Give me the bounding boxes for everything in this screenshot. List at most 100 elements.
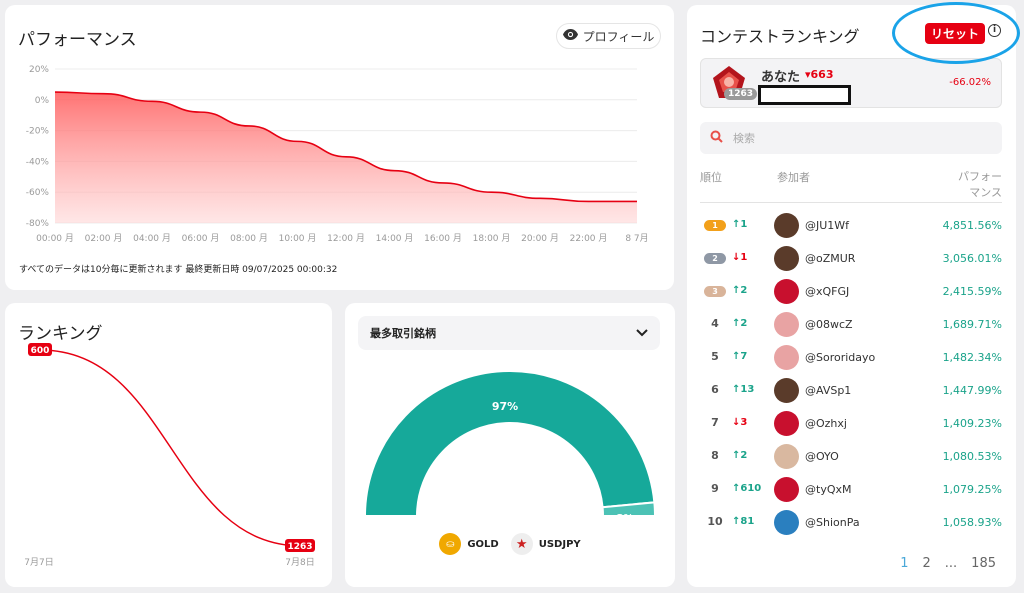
chevron-down-icon bbox=[636, 327, 648, 340]
performance-chart: 20% 0% -20% -40% -60% -80% 00:00 月 02:00 月 04:00… bbox=[26, 65, 649, 244]
gauge-label-usdjpy: 3% bbox=[617, 513, 634, 524]
page-link[interactable]: 1 bbox=[900, 556, 909, 571]
table-row[interactable]: 2 ↓1 @oZMUR 3,056.01% bbox=[700, 241, 1002, 274]
rank-medal: 2 bbox=[704, 253, 726, 264]
profile-button[interactable]: プロフィール bbox=[556, 23, 661, 49]
avatar bbox=[774, 312, 799, 337]
y-tick-label: -40% bbox=[26, 157, 50, 167]
reset-button[interactable]: リセット bbox=[925, 23, 986, 44]
us-flag-icon: ★ bbox=[510, 533, 533, 555]
rank-number: 6 bbox=[711, 383, 719, 396]
gold-coin-icon: ⛀ bbox=[439, 533, 462, 555]
rank-medal: 3 bbox=[704, 286, 726, 297]
participant-performance: 3,056.01% bbox=[942, 252, 1002, 265]
y-tick-label: 20% bbox=[29, 65, 49, 75]
participant-performance: 1,079.25% bbox=[942, 483, 1002, 496]
rank-change: ↑2 bbox=[732, 450, 748, 461]
my-rank-badge: 1263 bbox=[724, 88, 758, 100]
participant-performance: 1,080.53% bbox=[942, 450, 1002, 463]
avatar bbox=[774, 279, 799, 304]
x-tick-label: 8 7月 bbox=[625, 233, 648, 244]
profile-button-label: プロフィール bbox=[582, 29, 655, 44]
y-tick-label: -60% bbox=[26, 188, 50, 198]
table-row[interactable]: 1 ↑1 @JU1Wf 4,851.56% bbox=[700, 208, 1002, 241]
avatar bbox=[774, 411, 799, 436]
rank-start-label: 600 bbox=[31, 346, 50, 356]
x-tick-label: 7月7日 bbox=[24, 557, 53, 568]
update-note: すべてのデータは10分毎に更新されます 最終更新日時 09/07/2025 00… bbox=[19, 265, 338, 275]
rank-change: ↑610 bbox=[732, 483, 762, 494]
participant-name[interactable]: @OYO bbox=[805, 450, 839, 463]
gauge-slice-gold bbox=[364, 370, 656, 517]
participant-performance: 1,409.23% bbox=[942, 417, 1002, 430]
page-link[interactable]: 185 bbox=[971, 556, 996, 571]
participant-name[interactable]: @oZMUR bbox=[805, 252, 856, 265]
rank-end-badge bbox=[285, 539, 315, 552]
page-ellipsis: ... bbox=[944, 556, 958, 571]
x-tick-label: 08:00 月 bbox=[230, 233, 268, 244]
top-traded-select[interactable]: 最多取引銘柄 bbox=[358, 316, 660, 350]
rank-change: ↓3 bbox=[732, 417, 748, 428]
table-row[interactable]: 5 ↑7 @Sororidayo 1,482.34% bbox=[700, 340, 1002, 373]
y-tick-label: -20% bbox=[26, 127, 50, 137]
rank-change: ↑1 bbox=[732, 219, 748, 230]
rank-number: 10 bbox=[707, 515, 723, 528]
x-tick-label: 10:00 月 bbox=[279, 233, 317, 244]
table-header: 順位 参加者 パフォー マンス bbox=[700, 169, 1002, 203]
performance-line bbox=[54, 91, 637, 203]
rank-medal: 1 bbox=[704, 220, 726, 231]
participant-name[interactable]: @Sororidayo bbox=[805, 351, 876, 364]
table-row[interactable]: 4 ↑2 @08wcZ 1,689.71% bbox=[700, 307, 1002, 340]
table-row[interactable]: 10 ↑81 @ShionPa 1,058.93% bbox=[700, 505, 1002, 538]
table-row[interactable]: 7 ↓3 @Ozhxj 1,409.23% bbox=[700, 406, 1002, 439]
participant-name[interactable]: @xQFGJ bbox=[805, 285, 850, 298]
rank-change: ↑7 bbox=[732, 351, 748, 362]
rank-change: ↑2 bbox=[732, 285, 748, 296]
participant-performance: 1,482.34% bbox=[942, 351, 1002, 364]
participant-name[interactable]: @Ozhxj bbox=[805, 417, 847, 430]
participant-performance: 1,689.71% bbox=[942, 318, 1002, 331]
rank-change: ↑13 bbox=[732, 384, 755, 395]
y-tick-label: 0% bbox=[35, 96, 50, 106]
table-row[interactable]: 3 ↑2 @xQFGJ 2,415.59% bbox=[700, 274, 1002, 307]
x-tick-label: 12:00 月 bbox=[327, 233, 365, 244]
participant-performance: 2,415.59% bbox=[942, 285, 1002, 298]
rank-number: 8 bbox=[711, 449, 719, 462]
redaction-box bbox=[758, 85, 851, 105]
avatar bbox=[774, 213, 799, 238]
x-tick-label: 14:00 月 bbox=[376, 233, 414, 244]
search-icon bbox=[710, 130, 723, 146]
participant-name[interactable]: @tyQxM bbox=[805, 483, 852, 496]
eye-icon bbox=[562, 29, 578, 43]
top-traded-select-label: 最多取引銘柄 bbox=[370, 327, 436, 340]
avatar bbox=[774, 444, 799, 469]
y-tick-label: -80% bbox=[26, 219, 50, 229]
participant-name[interactable]: @AVSp1 bbox=[805, 384, 852, 397]
table-row[interactable]: 8 ↑2 @OYO 1,080.53% bbox=[700, 439, 1002, 472]
x-tick-label: 02:00 月 bbox=[85, 233, 123, 244]
my-name: あなた bbox=[761, 70, 801, 85]
rank-number: 5 bbox=[711, 350, 719, 363]
ranking-line bbox=[39, 349, 303, 547]
rank-change: ↑81 bbox=[732, 516, 755, 527]
search-input[interactable] bbox=[733, 131, 973, 145]
participant-name[interactable]: @ShionPa bbox=[805, 516, 860, 529]
x-tick-label: 16:00 月 bbox=[424, 233, 462, 244]
column-header-participant: 参加者 bbox=[777, 171, 810, 184]
participant-performance: 1,447.99% bbox=[942, 384, 1002, 397]
participant-name[interactable]: @JU1Wf bbox=[805, 219, 850, 232]
table-row[interactable]: 6 ↑13 @AVSp1 1,447.99% bbox=[700, 373, 1002, 406]
participant-name[interactable]: @08wcZ bbox=[805, 318, 853, 331]
table-row[interactable]: 9 ↑610 @tyQxM 1,079.25% bbox=[700, 472, 1002, 505]
page-link[interactable]: 2 bbox=[922, 556, 931, 571]
avatar bbox=[774, 510, 799, 535]
avatar bbox=[774, 477, 799, 502]
ranking-title: ランキング bbox=[18, 324, 103, 344]
info-icon[interactable]: i bbox=[988, 24, 1001, 37]
participant-performance: 1,058.93% bbox=[942, 516, 1002, 529]
avatar bbox=[774, 378, 799, 403]
gauge-slice-usdjpy bbox=[601, 501, 656, 517]
ranking-card: 600 1263 7月7日 7月8日 ランキング bbox=[5, 303, 332, 587]
search-box[interactable] bbox=[700, 122, 1002, 154]
performance-card: パフォーマンス プロフィール 20% 0% -20% -40% -60% -80% 00:0… bbox=[5, 5, 674, 290]
